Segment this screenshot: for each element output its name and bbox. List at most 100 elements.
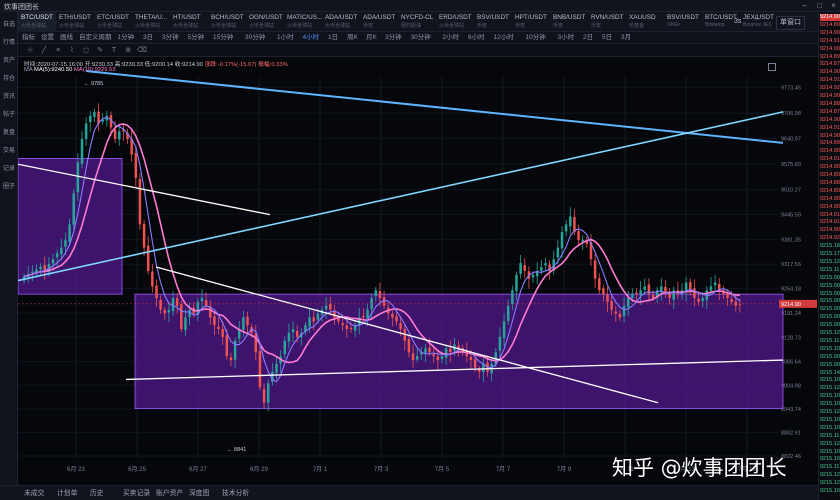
symbol-tab[interactable]: BCH/USDT 火币全球站 (208, 12, 246, 32)
period-option[interactable]: 30分钟 (410, 34, 431, 41)
sidebar-item[interactable]: 记录 (2, 166, 15, 172)
period-option[interactable]: 1日 (328, 34, 339, 41)
symbol-tab[interactable]: THETA/U... 火币全球站 (132, 12, 170, 32)
symbol-tab[interactable]: RVN/USDT 币安 (588, 12, 626, 32)
period-option[interactable]: 周K (347, 34, 358, 41)
parallel-icon[interactable]: ≡ (55, 47, 61, 54)
ticker-price: 9215.12 (820, 258, 840, 265)
crosshair-icon[interactable]: ⊹ (27, 47, 33, 54)
candle-body (635, 292, 638, 295)
rect-icon[interactable]: ◻ (83, 47, 89, 54)
fib-icon[interactable]: ⌇ (70, 47, 74, 54)
ticker-price: 9215.12 (820, 385, 840, 392)
date-tick: 7月 13 (677, 466, 695, 473)
symbol-tab[interactable]: ETH/USDT 火币全球站 (56, 12, 94, 32)
trendline-icon[interactable]: ╱ (41, 47, 47, 54)
period-option[interactable]: 1分钟 (117, 34, 135, 41)
tab-exchange: 币安 (553, 23, 564, 29)
tab-exchange: 币安 (591, 23, 602, 29)
tab-pair: XAUUSD (629, 14, 656, 21)
candle-body (523, 265, 526, 271)
period-option[interactable]: 指标 (22, 34, 35, 41)
candle-body (43, 265, 46, 271)
price-tick: 9773.45 (781, 85, 801, 91)
symbol-tab[interactable]: ERD/USDT 火币全球站 (436, 12, 474, 32)
period-option[interactable]: 3日 (143, 34, 154, 41)
kline-chart[interactable]: 6月 23 6月 25 6月 27 6月 29 7月 1 7月 3 7月 5 7月 7 7月 9… (18, 57, 818, 485)
bottom-tab[interactable]: 深度图 (189, 490, 210, 497)
period-option[interactable]: 6小时 (468, 34, 485, 41)
period-option[interactable]: 12小时 (493, 34, 514, 41)
period-option[interactable]: 5分钟 (187, 34, 205, 41)
symbol-tab[interactable]: XAUUSD 伦敦金 (626, 12, 664, 32)
period-option[interactable]: 15分钟 (213, 34, 234, 41)
symbol-tab[interactable]: BTC/USDT 火币全球站 (18, 12, 56, 32)
symbol-tab[interactable]: BTC/USDT Bitstamp (702, 12, 740, 32)
refresh-interval[interactable]: 3s (734, 18, 742, 25)
ticker-price: 9215.00 (820, 290, 840, 297)
period-option[interactable]: 3分钟 (385, 34, 402, 41)
maximize-icon[interactable]: □ (817, 1, 822, 10)
brush-icon[interactable]: ✎ (97, 47, 103, 54)
close-icon[interactable]: × (831, 1, 836, 10)
symbol-tab[interactable]: ADA/USDT 火币全球站 (322, 12, 360, 32)
symbol-tab[interactable]: HPT/USDT 币安 (512, 12, 550, 32)
period-option[interactable]: 3分钟 (162, 34, 179, 41)
sidebar-item[interactable]: 资产 (2, 58, 15, 64)
symbol-tab[interactable]: ADA/USDT 币安 (360, 12, 398, 32)
period-option[interactable]: 自定义周期 (79, 34, 112, 41)
bottom-tab[interactable]: 账户资产 (156, 490, 184, 497)
info-high: 高:9230.33 (114, 62, 143, 68)
zoom-icon[interactable]: ⊕ (125, 47, 131, 54)
candle-body (391, 313, 394, 318)
period-option[interactable]: 月K (366, 34, 377, 41)
chart-settings-icon[interactable] (768, 63, 776, 71)
period-option[interactable]: 3小时 (557, 34, 575, 41)
bottom-tab[interactable]: 历史 (90, 490, 104, 497)
sidebar-item[interactable]: 圈子 (2, 184, 15, 190)
sidebar-item[interactable]: 持仓 (2, 76, 15, 82)
layout-select[interactable]: 单窗口 (776, 16, 805, 30)
period-option[interactable]: 10分钟 (525, 34, 546, 41)
text-icon[interactable]: T (111, 47, 117, 54)
symbol-tab[interactable]: ETC/USDT 火币全球站 (94, 12, 132, 32)
sidebar-item[interactable]: 资讯 (2, 94, 15, 100)
erase-icon[interactable]: ⌫ (137, 47, 147, 54)
period-option[interactable]: 3月 (621, 34, 632, 41)
period-option[interactable]: 30分钟 (245, 34, 266, 41)
sidebar-item[interactable]: 复盘 (2, 130, 15, 136)
symbol-tab[interactable]: JEX/USDT Binance JEX (740, 12, 778, 32)
sidebar-item[interactable]: 行情 (2, 40, 15, 46)
bottom-tab[interactable]: 买卖记录 (123, 490, 151, 497)
symbol-tab[interactable]: BSV/USDT OKEx (664, 12, 702, 32)
sidebar-item[interactable]: 交易 (2, 148, 15, 154)
period-option[interactable]: 设置 (41, 34, 54, 41)
sidebar-item[interactable]: 自选 (2, 22, 15, 28)
symbol-tab[interactable]: OGN/USDT 火币全球站 (246, 12, 284, 32)
candle-body (738, 303, 742, 305)
period-option[interactable]: 2小时 (442, 34, 460, 41)
ticker-price: 9214.90 (820, 164, 840, 171)
period-option[interactable]: 2日 (583, 34, 594, 41)
candle-body (209, 306, 212, 318)
collapse-icon[interactable]: ⌃ (754, 18, 760, 25)
bottom-tab[interactable]: 技术分析 (222, 490, 250, 497)
chart-canvas[interactable]: 6月 23 6月 25 6月 27 6月 29 7月 1 7月 3 7月 5 7月 7 7月 9… (18, 57, 818, 485)
candle-body (531, 274, 535, 278)
symbol-tab[interactable]: BSV/USDT 币安 (474, 12, 512, 32)
info-time: 时间:2020-07-15 16:00 (24, 62, 83, 68)
sidebar-item[interactable]: 帖子 (2, 112, 15, 118)
minimize-icon[interactable]: – (802, 1, 807, 10)
symbol-tab[interactable]: BNB/USDT 币安 (550, 12, 588, 32)
bottom-tab[interactable]: 计划单 (57, 490, 78, 497)
period-option[interactable]: 4小时 (302, 34, 320, 41)
symbol-tab[interactable]: MATIC/US... 火币全球站 (284, 12, 322, 32)
bottom-tab[interactable]: 未成交 (24, 490, 45, 497)
period-option[interactable]: 画线 (60, 34, 73, 41)
candle-body (180, 304, 183, 330)
period-option[interactable]: 5日 (602, 34, 613, 41)
symbol-tab[interactable]: NYCFD-CL 纽约原油 (398, 12, 436, 32)
symbol-tab[interactable]: HT/USDT 火币全球站 (170, 12, 208, 32)
period-option[interactable]: 1小时 (277, 34, 294, 41)
candle-body (440, 356, 444, 359)
